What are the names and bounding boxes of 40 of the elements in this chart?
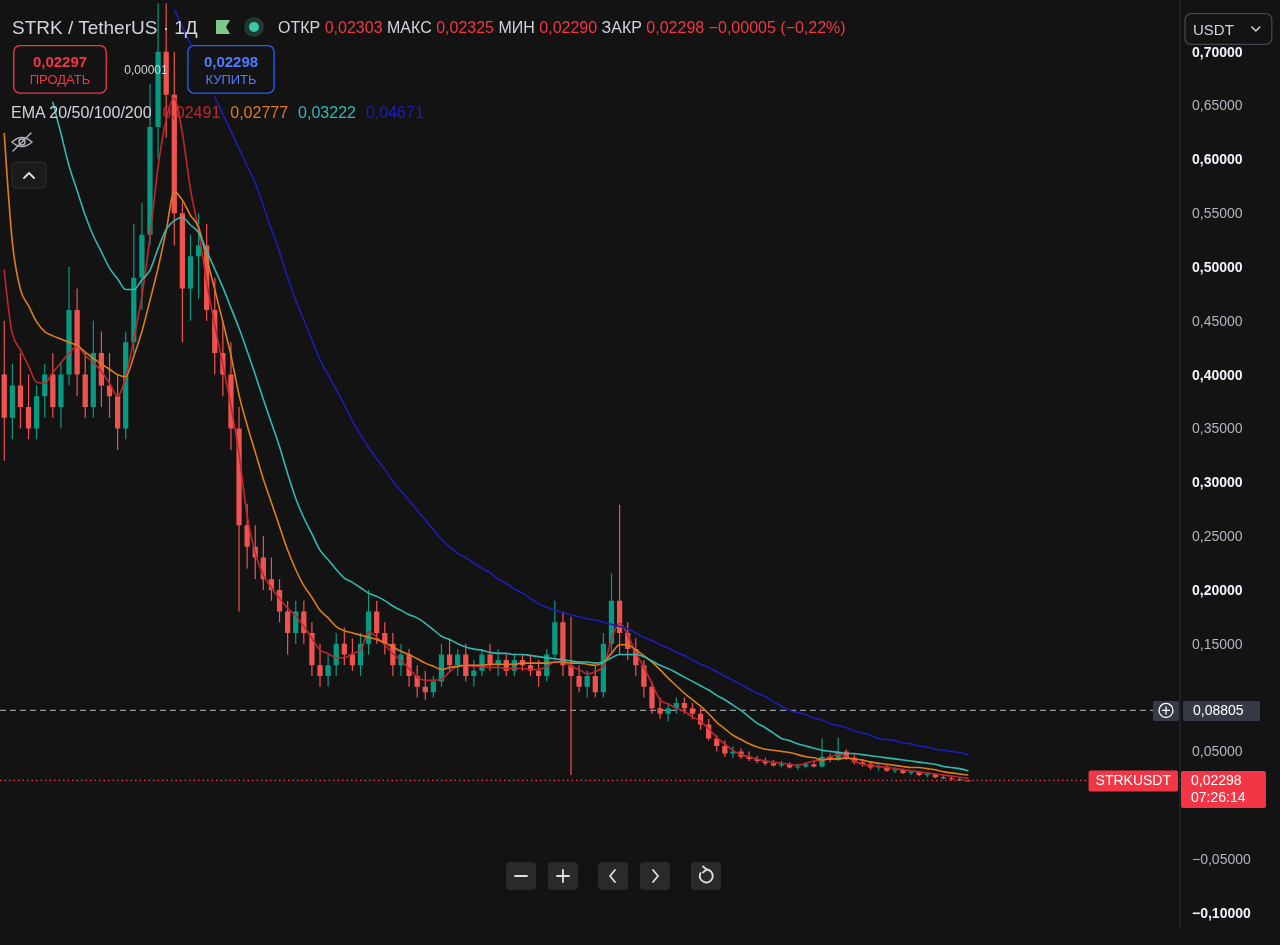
candlestick	[908, 770, 914, 776]
text: 0,02777	[230, 103, 289, 121]
y-tick-label: −0,10000	[1192, 904, 1251, 921]
text: ОТКР 0,02303 МАКС 0,02325 МИН 0,02290 ЗАКР 0,02298 −0,00005 (−0,22%)	[278, 18, 846, 36]
annotation: 0,02297	[32, 52, 88, 70]
candlestick	[560, 611, 566, 677]
candlestick	[657, 697, 663, 720]
annotation: ПРОДАТЬ	[29, 71, 91, 87]
candlestick	[317, 643, 323, 687]
candlestick	[325, 654, 331, 687]
text: 0,04671	[365, 103, 424, 121]
ref-line-label: 0,02298	[1191, 772, 1242, 789]
y-tick-label: 0,25000	[1192, 528, 1243, 545]
y-tick-label: 0,50000	[1192, 258, 1243, 275]
candlestick	[58, 363, 64, 429]
text: USDT	[1193, 20, 1234, 38]
annotation: КУПИТЬ	[205, 71, 257, 87]
y-tick-label: 0,20000	[1192, 581, 1243, 598]
y-tick-label: 0,55000	[1192, 205, 1243, 222]
candlestick	[568, 616, 574, 776]
y-tick-label: 0,40000	[1192, 366, 1243, 383]
annotation: STRKUSDT	[1095, 772, 1172, 789]
text: 07:26:14	[1191, 789, 1246, 806]
candlestick	[236, 406, 242, 612]
annotation: 0,02298	[203, 52, 259, 70]
y-tick-label: 0,05000	[1192, 743, 1243, 760]
candlestick	[576, 665, 582, 693]
y-tick-label: 0,15000	[1192, 635, 1243, 652]
candlestick	[66, 266, 72, 386]
text: 0,03222	[298, 103, 357, 121]
y-tick-label: 0,35000	[1192, 420, 1243, 437]
y-tick-label: 0,65000	[1192, 97, 1243, 114]
y-tick-label: 0,70000	[1192, 43, 1243, 60]
y-tick-label: 0,45000	[1192, 312, 1243, 329]
y-tick-label: 0,60000	[1192, 151, 1243, 168]
candlestick	[649, 681, 655, 714]
y-tick-label: −0,05000	[1192, 851, 1251, 868]
y-tick-label: 0,30000	[1192, 474, 1243, 491]
candlestick	[309, 622, 315, 677]
ref-line-label: 0,08805	[1193, 702, 1244, 719]
